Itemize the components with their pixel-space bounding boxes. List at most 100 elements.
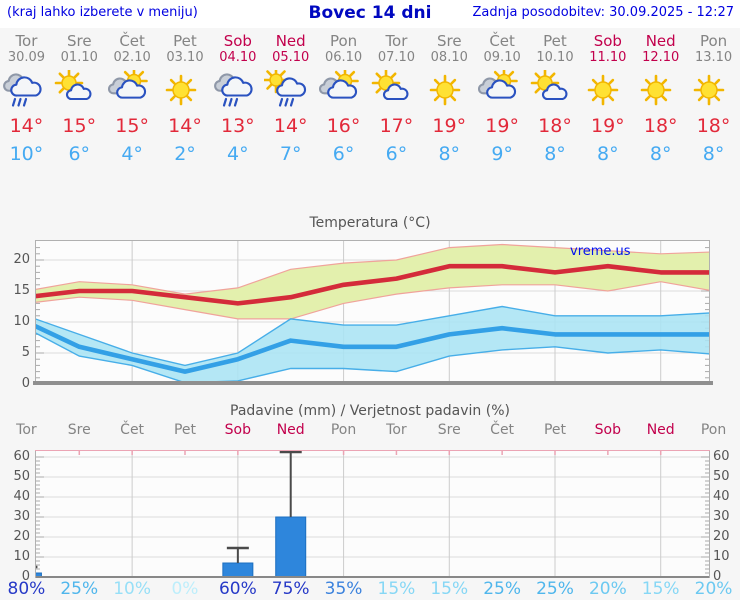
- menu-hint-note: (kraj lahko izberete v meniju): [7, 5, 198, 20]
- day-name: Čet: [119, 32, 145, 50]
- day-name: Tor: [385, 32, 408, 50]
- precip-probability: 25%: [536, 579, 574, 599]
- precip-probability: 15%: [430, 579, 469, 599]
- precip-probability: 20%: [694, 579, 733, 599]
- precip-y-tick-label-left: 10: [13, 549, 30, 564]
- day-date: 10.10: [536, 50, 574, 65]
- day-name: Pon: [329, 32, 358, 50]
- temp-y-tick-label: 15: [13, 283, 30, 298]
- temp-min: 7°: [279, 143, 302, 165]
- weather-icon-slot: [264, 70, 317, 112]
- temp-max: 14°: [273, 115, 308, 137]
- weather-icon-slot: [211, 70, 264, 112]
- day-column: Tor 30.09 14° 10°: [0, 30, 53, 170]
- temp-chart-plot: [35, 240, 710, 384]
- weather-icon-slot: [529, 70, 582, 112]
- day-name: Sre: [436, 32, 462, 50]
- temp-min: 4°: [121, 143, 143, 165]
- temp-min: 8°: [597, 143, 619, 165]
- temp-min: 8°: [649, 143, 672, 165]
- precip-bar: [275, 516, 307, 578]
- day-date: 11.10: [589, 50, 627, 65]
- rain-icon: [214, 73, 254, 107]
- precip-bar: [222, 562, 254, 578]
- precip-y-tick-label-right: 60: [713, 449, 730, 464]
- temp-max: 18°: [538, 115, 572, 137]
- sun-icon: [165, 74, 196, 106]
- day-column: Pet 10.10 18° 8°: [529, 30, 582, 170]
- day-column: Čet 02.10 15° 4°: [106, 30, 159, 170]
- weather-icon-slot: [370, 70, 423, 112]
- day-date: 30.09: [7, 50, 46, 65]
- day-name: Čet: [489, 32, 515, 50]
- cloud-sun-icon: [319, 70, 359, 99]
- day-name: Sre: [66, 32, 92, 50]
- day-name: Sob: [593, 32, 622, 50]
- precip-day-label: Ned: [646, 422, 675, 438]
- day-date: 04.10: [219, 50, 257, 65]
- rain-icon: [3, 73, 42, 107]
- day-date: 03.10: [166, 50, 204, 65]
- day-name: Ned: [645, 32, 676, 50]
- day-name: Pon: [699, 32, 728, 50]
- day-date: 07.10: [377, 50, 416, 65]
- temp-max: 18°: [643, 115, 678, 137]
- temp-max: 15°: [62, 115, 97, 137]
- day-date: 06.10: [324, 50, 363, 65]
- precip-y-tick-label-right: 40: [713, 489, 730, 504]
- temp-min: 8°: [544, 143, 566, 165]
- precip-day-label: Čet: [490, 422, 515, 438]
- precip-day-label: Tor: [386, 422, 407, 438]
- day-column: Pon 13.10 18° 8°: [687, 30, 740, 170]
- day-date: 05.10: [272, 50, 310, 65]
- temp-min: 10°: [9, 143, 44, 165]
- weather-icon-slot: [581, 70, 634, 112]
- day-name: Pet: [543, 32, 567, 50]
- precip-probability: 25%: [483, 579, 522, 599]
- day-column: Sre 08.10 19° 8°: [423, 30, 476, 170]
- precip-probability: 75%: [271, 579, 310, 599]
- precip-day-label: Pon: [330, 422, 357, 438]
- day-column: Pet 03.10 14° 2°: [159, 30, 212, 170]
- precip-probability: 25%: [60, 579, 99, 599]
- temp-min: 6°: [68, 143, 91, 165]
- temp-max: 13°: [221, 115, 255, 137]
- sun-icon: [429, 74, 461, 106]
- temp-min: 8°: [438, 143, 461, 165]
- temp-min: 9°: [491, 143, 513, 165]
- precip-probability: 60%: [218, 579, 257, 599]
- day-column: Čet 09.10 19° 9°: [476, 30, 529, 170]
- precip-day-label: Sre: [437, 422, 461, 438]
- temp-max: 14°: [9, 115, 44, 137]
- precip-day-label: Sre: [67, 422, 91, 438]
- temp-min: 6°: [332, 143, 355, 165]
- temp-min: 8°: [702, 143, 725, 165]
- temp-y-tick-label: 5: [21, 345, 30, 360]
- precip-y-tick-label-right: 10: [713, 549, 730, 564]
- precip-probability: 80%: [7, 579, 46, 599]
- temp-min: 6°: [385, 143, 408, 165]
- weather-icon-slot: [0, 70, 53, 112]
- precip-y-tick-label-left: 50: [13, 469, 30, 484]
- precip-y-tick-label-left: 40: [13, 489, 30, 504]
- temp-chart-title: Temperatura (°C): [309, 215, 431, 231]
- day-name: Pet: [173, 32, 197, 50]
- day-date: 09.10: [483, 50, 521, 65]
- day-column: Sob 04.10 13° 4°: [211, 30, 264, 170]
- day-name: Ned: [275, 32, 306, 50]
- temp-max: 19°: [591, 115, 625, 137]
- precip-y-tick-label-right: 20: [713, 529, 730, 544]
- sun-rain-icon: [264, 70, 307, 107]
- watermark-link[interactable]: vreme.us: [570, 244, 631, 259]
- day-column: Sre 01.10 15° 6°: [53, 30, 106, 170]
- weather-icon-slot: [106, 70, 159, 112]
- temp-min: 4°: [227, 143, 249, 165]
- precip-day-label: Pon: [700, 422, 727, 438]
- precip-probability: 15%: [377, 579, 416, 599]
- weather-icon-slot: [159, 70, 212, 112]
- sun-icon: [640, 74, 672, 106]
- temp-y-tick-label: 20: [13, 252, 30, 267]
- cloud-sun-icon: [477, 70, 518, 99]
- weather-icon-slot: [53, 70, 106, 112]
- temp-min: 2°: [174, 143, 196, 165]
